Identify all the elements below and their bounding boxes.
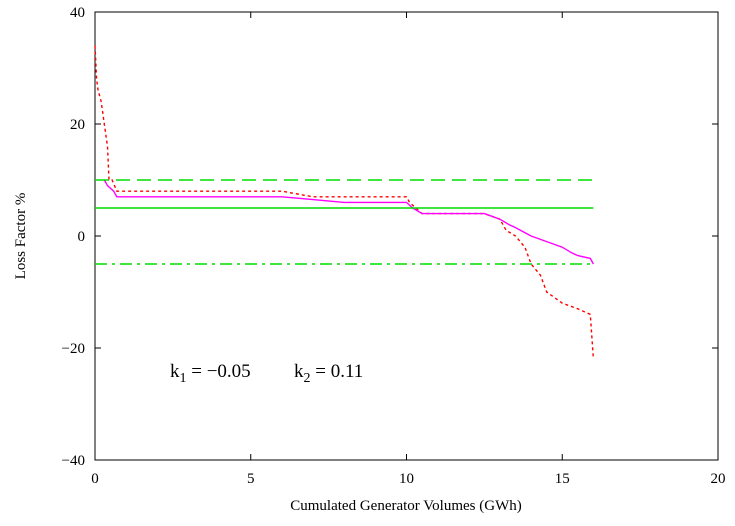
k2-base: k bbox=[294, 361, 304, 382]
x-tick-label: 20 bbox=[711, 471, 726, 487]
k1-base: k bbox=[170, 361, 180, 382]
y-tick-label: −40 bbox=[62, 453, 85, 469]
y-tick-label: −20 bbox=[62, 341, 85, 357]
plot-frame bbox=[94, 11, 719, 461]
series-layer bbox=[94, 45, 595, 360]
axis-ticks bbox=[94, 11, 719, 461]
k-annotation: k1 = −0.05 k2 = 0.11 bbox=[170, 361, 363, 386]
x-tick-label: 15 bbox=[555, 471, 570, 487]
x-axis-title: Cumulated Generator Volumes (GWh) bbox=[290, 498, 521, 514]
x-tick-label: 10 bbox=[399, 471, 414, 487]
k2-subscript: 2 bbox=[304, 371, 311, 386]
k1-subscript: 1 bbox=[180, 371, 187, 386]
series-line-red-dotted-0 bbox=[94, 45, 595, 360]
y-tick-label: 20 bbox=[70, 117, 85, 133]
series-line-solid-1 bbox=[103, 179, 595, 265]
y-tick-label: 0 bbox=[78, 229, 86, 245]
x-tick-label: 5 bbox=[247, 471, 255, 487]
k1-value: = −0.05 bbox=[187, 361, 251, 382]
y-tick-label: 40 bbox=[70, 5, 85, 21]
y-axis-title: Loss Factor % bbox=[13, 193, 29, 280]
k2-value: = 0.11 bbox=[311, 361, 364, 382]
tick-labels: 0 5 10 15 20 40 20 0 −20 −40 bbox=[62, 5, 726, 487]
x-tick-label: 0 bbox=[91, 471, 99, 487]
